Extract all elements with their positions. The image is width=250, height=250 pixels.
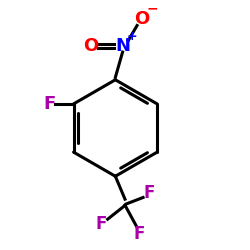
Text: O: O (84, 37, 99, 55)
Text: N: N (115, 37, 130, 55)
Text: O: O (134, 10, 150, 29)
Text: +: + (127, 30, 138, 43)
Text: F: F (144, 184, 155, 202)
Text: −: − (147, 2, 158, 16)
Text: F: F (95, 216, 106, 234)
Text: F: F (43, 95, 56, 113)
Text: F: F (134, 225, 145, 243)
